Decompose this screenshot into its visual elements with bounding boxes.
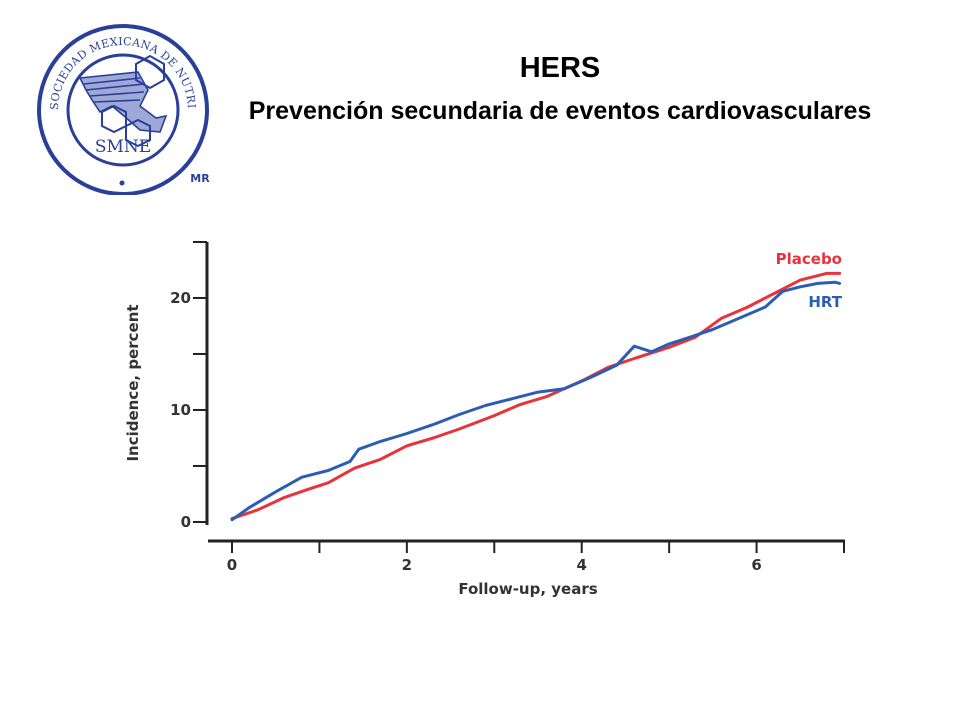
- chart-axes: [193, 241, 845, 553]
- y-tick-label: 10: [170, 401, 191, 419]
- hexagon-molecule-icon: [101, 54, 165, 148]
- x-tick-label: 4: [576, 556, 586, 574]
- series-line-placebo: [230, 271, 842, 521]
- map-of-mexico-icon: [78, 71, 168, 133]
- y-axis-label: Incidence, percent: [124, 304, 142, 461]
- x-tick-label: 2: [402, 556, 412, 574]
- page-subtitle: Prevención secundaria de eventos cardiov…: [248, 97, 872, 125]
- smne-logo: SOCIEDAD MEXICANA DE NUTRICIÓN Y ENDOCRI…: [28, 20, 210, 195]
- chart-series: [230, 271, 842, 522]
- y-tick-label: 0: [181, 513, 191, 531]
- chart-labels: 0 10 20 0 2 4 6 Follow-up, years Incidence, perc…: [124, 250, 843, 598]
- x-tick-label: 0: [227, 556, 237, 574]
- series-line-hrt: [230, 280, 842, 522]
- logo-abbreviation: SMNE: [95, 137, 151, 157]
- legend-label-placebo: Placebo: [776, 250, 842, 268]
- page-title: HERS: [519, 52, 601, 84]
- y-tick-label: 20: [170, 289, 191, 307]
- logo-mark: MR: [190, 172, 210, 185]
- x-axis-label: Follow-up, years: [458, 580, 597, 598]
- legend-label-hrt: HRT: [808, 293, 842, 311]
- x-tick-label: 6: [751, 556, 761, 574]
